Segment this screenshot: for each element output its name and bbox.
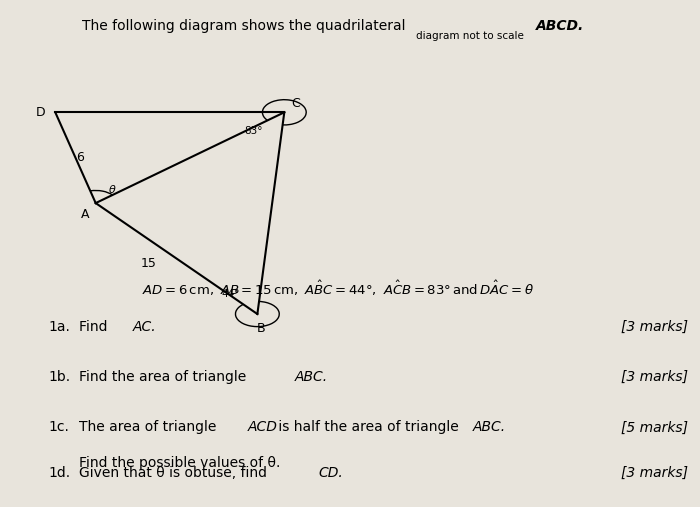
Text: Find: Find [79,319,112,334]
Text: B: B [256,321,265,335]
Text: ABC.: ABC. [473,420,506,434]
Text: 44°: 44° [221,289,239,299]
Text: Find the area of triangle: Find the area of triangle [79,370,251,384]
Text: C: C [291,97,300,110]
Text: CD.: CD. [318,466,343,480]
Text: The area of triangle: The area of triangle [79,420,220,434]
Text: 83°: 83° [245,126,263,136]
Text: [5 marks]: [5 marks] [621,420,688,434]
Text: 15: 15 [141,257,156,270]
Text: Find the possible values of θ.: Find the possible values of θ. [79,456,280,470]
Text: θ: θ [109,186,116,196]
Text: $AD = 6\,\mathrm{cm},\ AB = 15\,\mathrm{cm},\ A\hat{B}C = 44°,\ A\hat{C}B = 83°\: $AD = 6\,\mathrm{cm},\ AB = 15\,\mathrm{… [142,279,534,299]
Text: 1c.: 1c. [48,420,69,434]
Text: D: D [36,106,46,119]
Text: Given that θ is obtuse, find: Given that θ is obtuse, find [79,466,271,480]
Text: [3 marks]: [3 marks] [621,466,688,480]
Text: AC.: AC. [133,319,156,334]
Text: A: A [80,208,89,221]
Text: [3 marks]: [3 marks] [621,319,688,334]
Text: The following diagram shows the quadrilateral: The following diagram shows the quadrila… [82,19,410,33]
Text: 1d.: 1d. [48,466,71,480]
Text: diagram not to scale: diagram not to scale [416,30,524,41]
Text: is half the area of triangle: is half the area of triangle [274,420,463,434]
Text: ACD: ACD [247,420,277,434]
Text: 1a.: 1a. [48,319,71,334]
Text: ABCD.: ABCD. [536,19,584,33]
Text: 6: 6 [76,151,83,164]
Text: [3 marks]: [3 marks] [621,370,688,384]
Text: 1b.: 1b. [48,370,71,384]
Text: ABC.: ABC. [295,370,328,384]
